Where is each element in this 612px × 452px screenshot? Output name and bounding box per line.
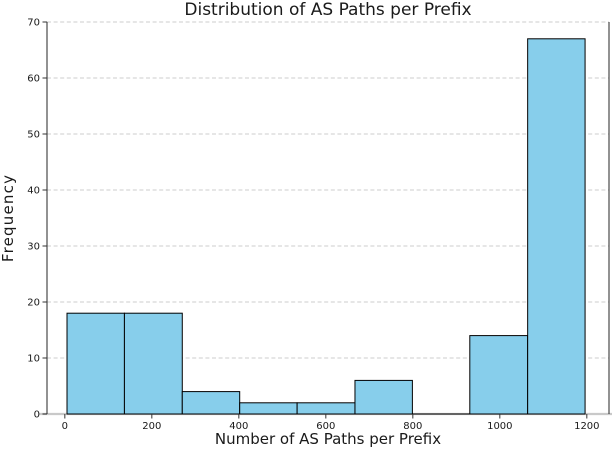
axis-spines-layer [46, 22, 610, 414]
y-tick-label: 40 [27, 186, 40, 197]
y-tick-label: 20 [27, 298, 40, 309]
y-axis-label: Frequency [0, 174, 17, 262]
tick-marks-layer [42, 21, 588, 419]
x-tick-label: 800 [403, 421, 422, 432]
x-tick-label: 200 [142, 421, 161, 432]
x-tick-label: 1200 [574, 421, 599, 432]
histogram-bar [181, 391, 241, 415]
y-tick-label: 10 [27, 354, 40, 365]
histogram-bar [296, 402, 356, 415]
histogram-bar [527, 38, 586, 415]
x-tick-label: 0 [62, 421, 68, 432]
histogram-bar [66, 312, 125, 415]
x-tick-label: 400 [229, 421, 248, 432]
histogram-bar [469, 335, 529, 415]
x-tick-label: 1000 [487, 421, 512, 432]
x-tick-label: 600 [316, 421, 335, 432]
y-tick-label: 30 [27, 242, 40, 253]
histogram-bar [354, 379, 413, 415]
tick-labels-layer: 0 200 400 600 800 1000 1200 0 10 20 30 40 50 60 70 [27, 18, 599, 433]
histogram-bar [239, 402, 298, 415]
y-tick-label: 50 [27, 130, 40, 141]
x-axis-label: Number of AS Paths per Prefix [215, 430, 441, 448]
y-tick-label: 60 [27, 74, 40, 85]
gridlines-layer [47, 21, 609, 359]
y-tick-label: 70 [27, 18, 40, 29]
histogram-bars-layer [66, 38, 586, 415]
chart-title: Distribution of AS Paths per Prefix [184, 0, 471, 20]
y-tick-label: 0 [34, 410, 40, 421]
histogram-bar [123, 312, 183, 415]
